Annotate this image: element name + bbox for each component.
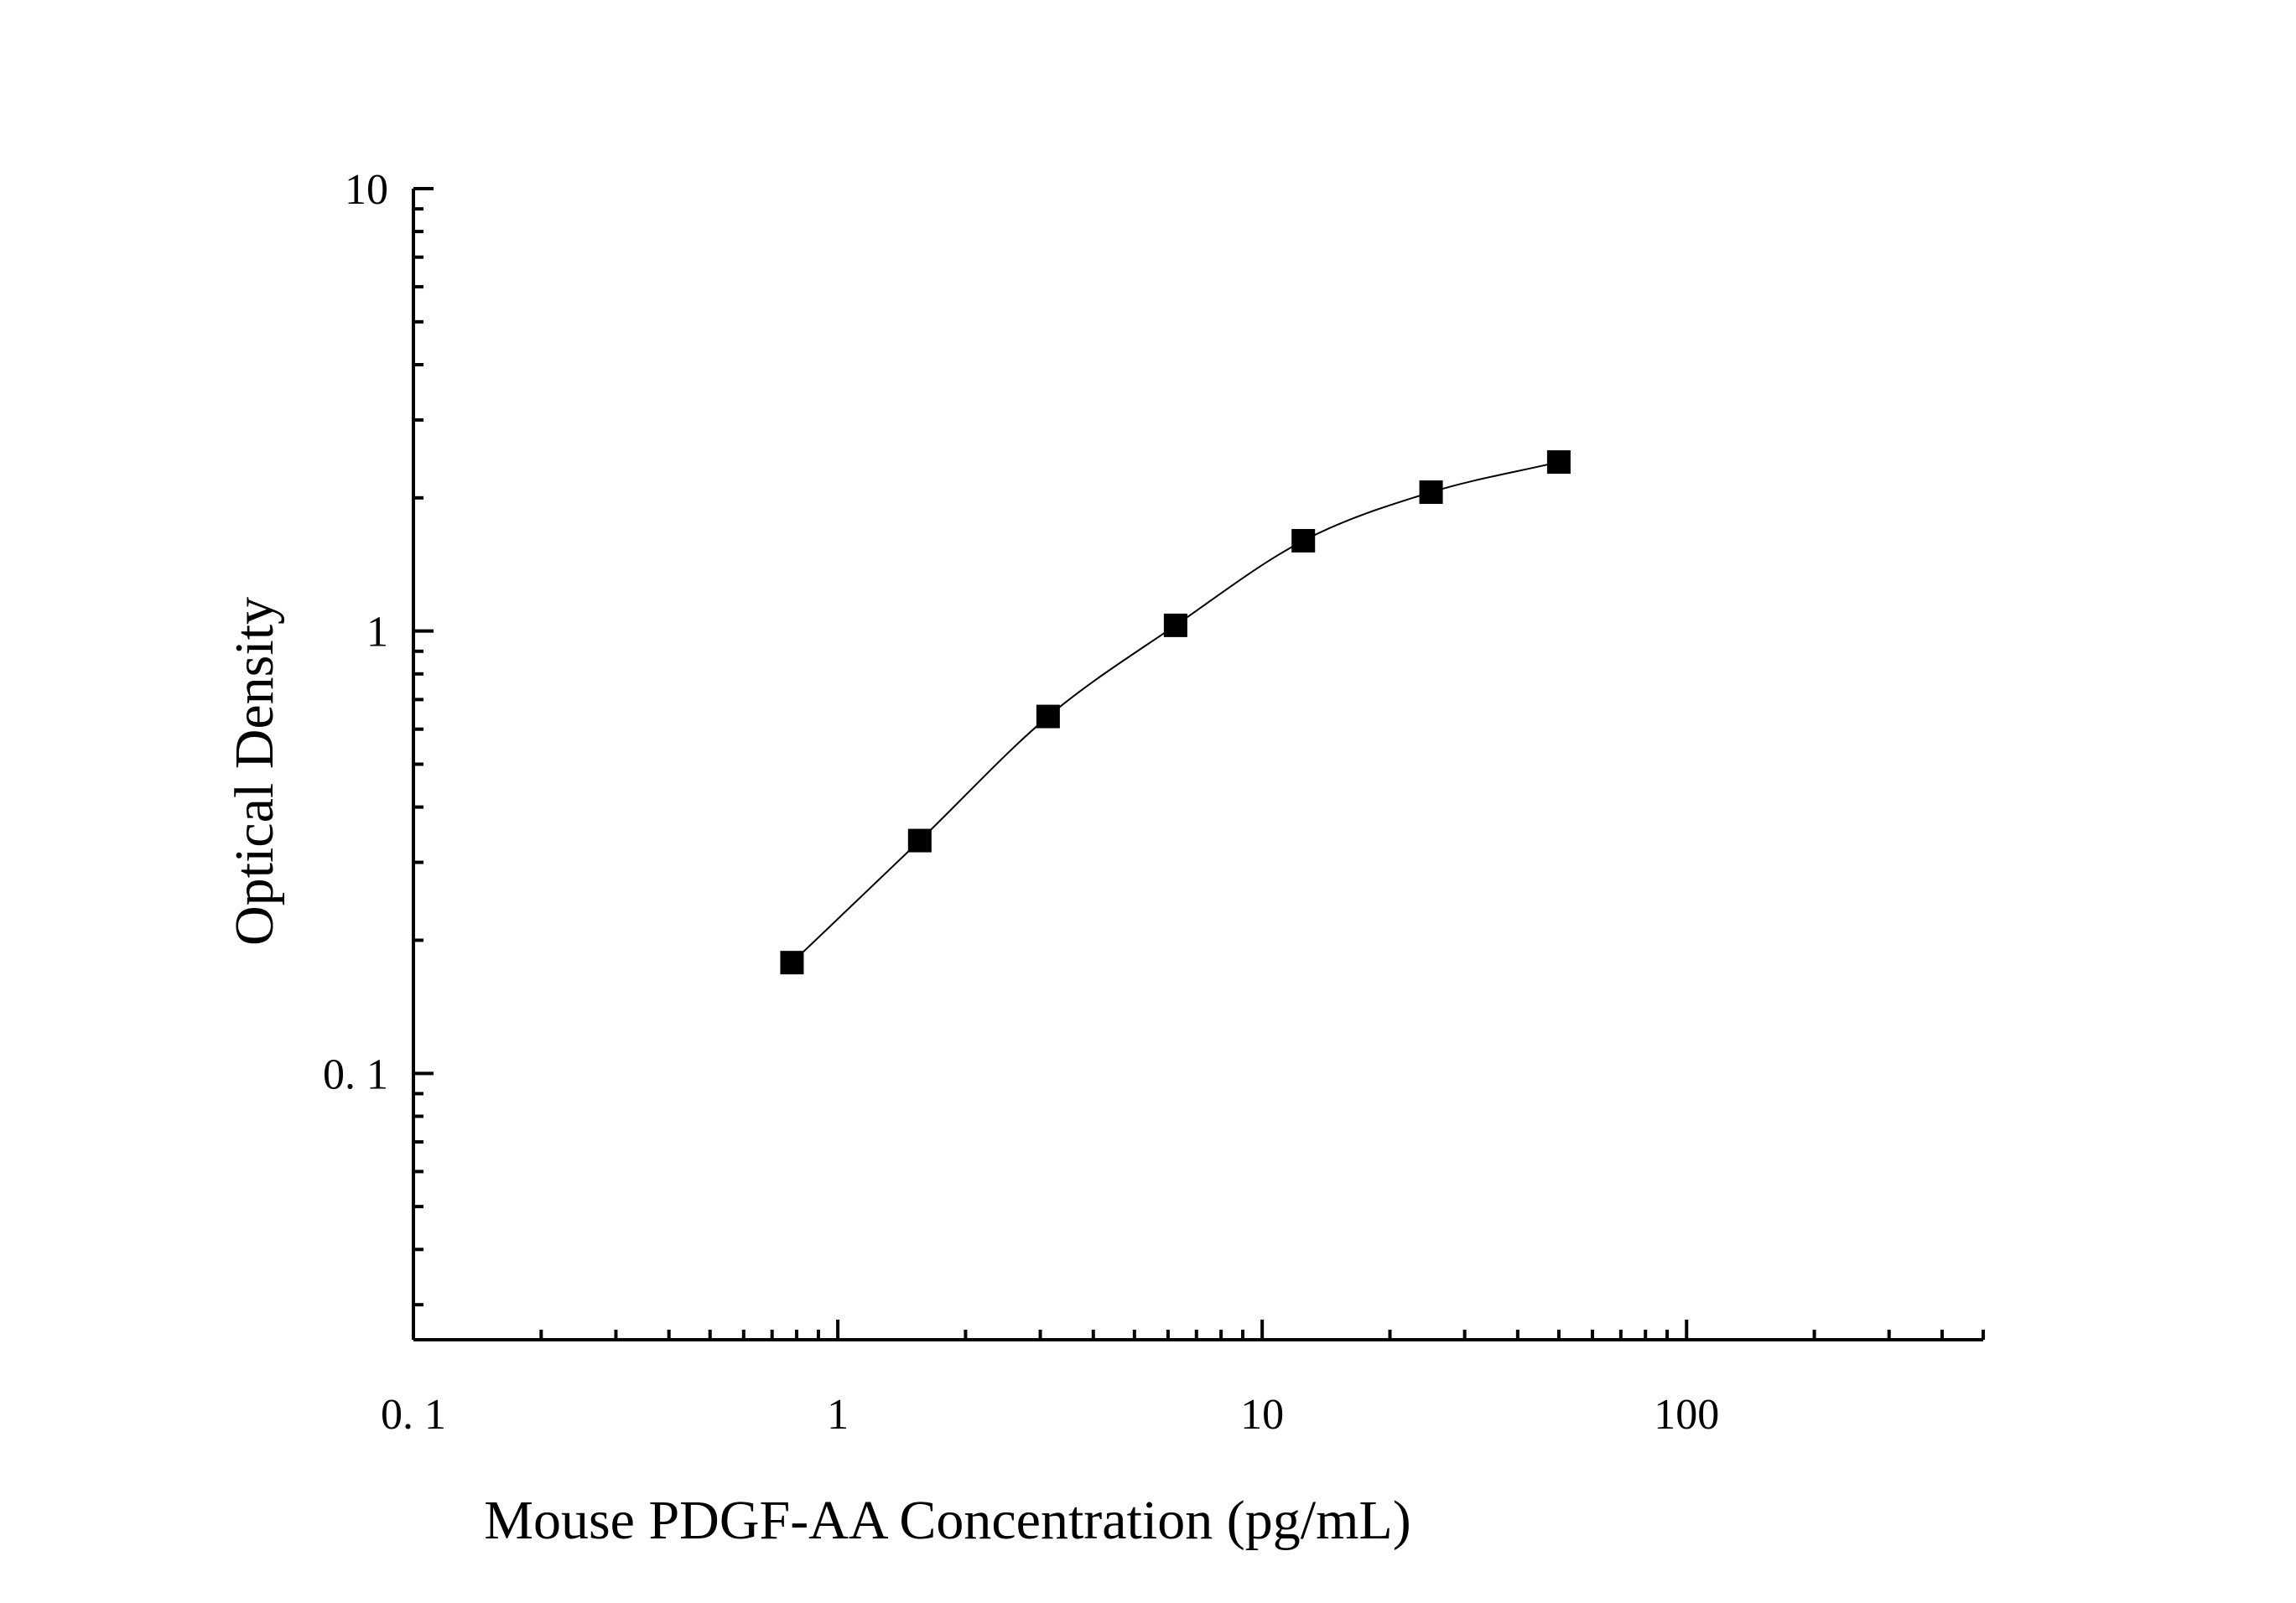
y-tick-label: 0. 1 [323,1051,388,1098]
fit-curve-layer [791,461,1560,963]
x-tick-label: 1 [827,1391,849,1439]
fit-curve [791,461,1560,963]
x-tick-label: 0. 1 [381,1391,446,1439]
y-tick-label: 10 [345,166,388,214]
data-point [1546,450,1571,475]
y-axis-title: Optical Density [224,597,285,946]
data-point [907,828,932,853]
data-point [1291,528,1316,552]
data-point [1419,480,1443,505]
y-tick-label: 1 [366,609,388,656]
data-points [780,450,1571,975]
x-axis-title: Mouse PDGF-AA Concentration (pg/mL) [484,1490,1410,1551]
x-tick-label: 10 [1240,1391,1284,1439]
data-point [1163,613,1187,637]
data-point [1036,704,1060,729]
data-point [780,951,804,975]
axes: 0. 1 1 10 100 0. 1 1 10 [323,166,1985,1439]
x-tick-label: 100 [1654,1391,1719,1439]
